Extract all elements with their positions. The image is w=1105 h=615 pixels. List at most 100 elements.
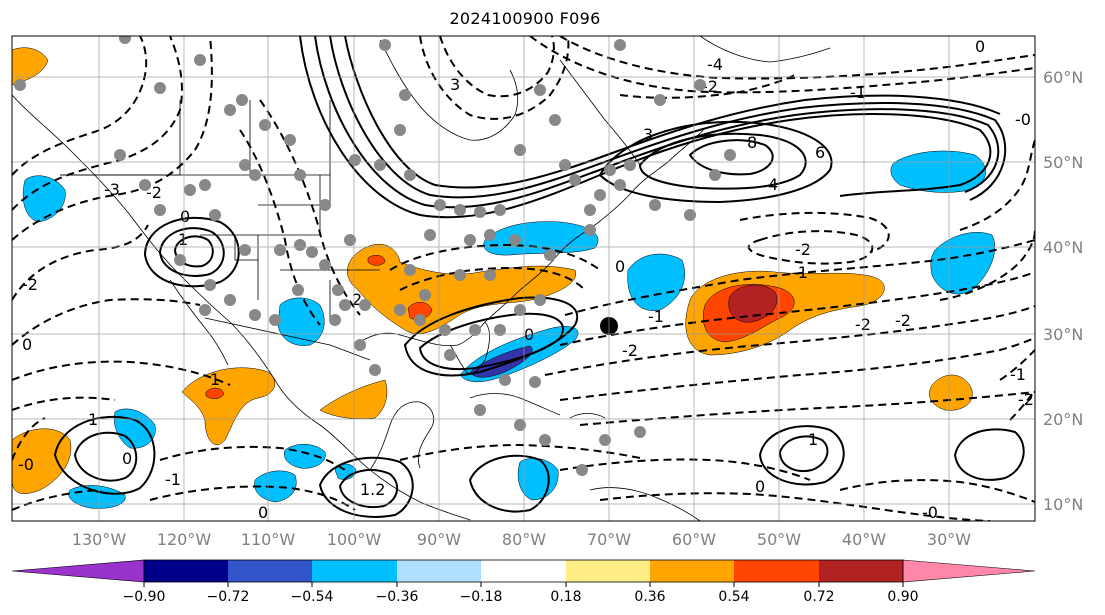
lon-label: 40°W: [842, 530, 886, 549]
station-marker: [484, 269, 496, 281]
station-marker: [594, 189, 606, 201]
station-marker: [294, 239, 306, 251]
station-marker: [319, 199, 331, 211]
station-marker: [209, 209, 221, 221]
contour-atlantic-tropical-1: [758, 425, 845, 486]
station-marker: [174, 254, 186, 266]
contour-neg-atlantic-mid-3: [544, 305, 1035, 376]
station-marker: [514, 419, 526, 431]
contour-label: 3: [450, 75, 460, 94]
station-marker: [259, 119, 271, 131]
station-marker: [604, 164, 616, 176]
longitude-labels: 130°W 120°W 110°W 100°W 90°W 80°W 70°W 6…: [72, 530, 971, 549]
contour-label: 0: [180, 207, 190, 226]
contour-low-west-2: [158, 227, 225, 277]
station-marker: [239, 244, 251, 256]
station-marker: [274, 244, 286, 256]
colorbar-segment: [481, 560, 566, 582]
contour-label: -2: [622, 341, 638, 360]
colorbar-tick-label: −0.18: [460, 589, 503, 605]
station-marker: [439, 324, 451, 336]
colorbar-tick-label: −0.36: [376, 589, 419, 605]
station-marker: [344, 234, 356, 246]
station-marker: [114, 149, 126, 161]
station-markers: [14, 36, 736, 476]
station-marker: [284, 134, 296, 146]
contour-neg-far-east-3: [999, 349, 1035, 381]
contour-neg-atlantic-ridge-2: [739, 211, 890, 253]
station-marker: [549, 114, 561, 126]
contour-neg-atlantic-mid-2: [559, 271, 1035, 346]
colorbar-ticks: [143, 582, 904, 587]
station-marker: [194, 54, 206, 66]
station-marker: [569, 174, 581, 186]
contour-neg-atlantic-mid-1: [564, 239, 1035, 316]
contour-neg-tropical-5: [839, 479, 1035, 503]
coastline-south-america: [589, 487, 701, 521]
station-marker: [404, 264, 416, 276]
darkred-region-atlantic: [728, 284, 778, 323]
contour-label: -1: [1010, 365, 1026, 384]
station-marker: [184, 184, 196, 196]
station-marker: [199, 179, 211, 191]
lon-label: 80°W: [502, 530, 546, 549]
contour-label: 3: [643, 125, 653, 144]
contour-jet-1: [299, 36, 992, 219]
station-marker: [359, 299, 371, 311]
contour-label: -2: [895, 311, 911, 330]
colorbar-tick-label: −0.72: [207, 589, 250, 605]
blue-region-pacific-south: [68, 485, 126, 509]
contour-lines-dashed: [12, 36, 1035, 521]
station-marker: [684, 209, 696, 221]
station-marker: [654, 94, 666, 106]
contour-label: 8: [747, 133, 757, 152]
station-marker: [509, 234, 521, 246]
contour-label: 1: [210, 370, 220, 389]
contour-neg-east-pacific-1: [12, 417, 46, 461]
contour-high-labrador-outer: [598, 120, 833, 204]
map-frame: [11, 35, 1036, 522]
colorbar-max-arrow: [902, 559, 1036, 583]
contour-neg-atlantic-east-1: [959, 139, 1035, 231]
station-marker: [474, 206, 486, 218]
contour-neg-canada-1: [419, 36, 570, 120]
contour-label: -3: [104, 180, 120, 199]
contour-central-america: [318, 456, 414, 518]
contour-neg-pacific-nw-3: [12, 36, 148, 176]
station-marker: [249, 169, 261, 181]
station-marker: [499, 374, 511, 386]
station-marker: [332, 284, 344, 296]
station-marker: [514, 144, 526, 156]
station-marker: [374, 159, 386, 171]
station-marker: [474, 404, 486, 416]
station-marker: [649, 199, 661, 211]
station-marker: [236, 94, 248, 106]
colorbar-tick-label: 0.72: [803, 589, 834, 605]
orange-region-gulf-south: [319, 379, 388, 419]
red-region-mexico: [205, 387, 225, 399]
station-marker: [544, 249, 556, 261]
contour-label: 1: [808, 430, 818, 449]
contour-neg-tropical-2: [149, 485, 356, 511]
station-marker: [424, 229, 436, 241]
lat-label: 40°N: [1043, 238, 1083, 257]
colorbar-segment: [734, 560, 819, 582]
station-marker: [269, 314, 281, 326]
contour-neg-canada-2: [439, 36, 555, 98]
station-marker: [484, 229, 496, 241]
lon-label: 30°W: [927, 530, 971, 549]
borders-canada: [60, 100, 331, 205]
station-marker: [199, 304, 211, 316]
contour-neg-mexico-2: [12, 396, 116, 411]
colorbar-tick-label: −0.90: [123, 589, 166, 605]
station-marker: [434, 199, 446, 211]
colorbar-segment: [397, 560, 481, 582]
station-marker: [559, 159, 571, 171]
colorbar-tick-label: 0.54: [718, 589, 749, 605]
station-marker: [514, 304, 526, 316]
contour-label: -4: [707, 55, 723, 74]
station-marker: [404, 169, 416, 181]
contour-neg-n-atlantic-2: [529, 36, 1035, 94]
contour-neg-pacific-nw-2: [12, 36, 213, 241]
